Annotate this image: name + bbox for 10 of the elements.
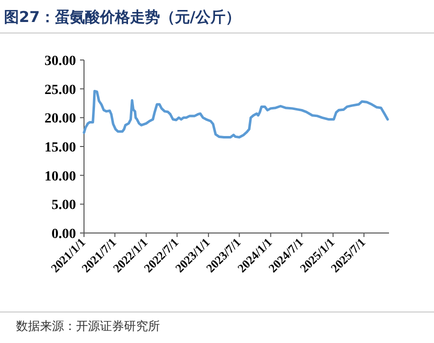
y-tick-label: 15.00	[44, 140, 76, 156]
y-tick-label: 25.00	[44, 82, 76, 98]
y-tick-label: 5.00	[52, 198, 76, 214]
chart-title: 图27：蛋氨酸价格走势（元/公斤）	[4, 8, 240, 26]
source-note: 数据来源：开源证券研究所	[16, 319, 160, 333]
y-tick-label: 20.00	[44, 112, 76, 127]
y-tick-label: 10.00	[44, 169, 76, 184]
y-tick-label: 0.00	[52, 227, 76, 242]
y-tick-label: 30.00	[44, 54, 76, 69]
line-series	[82, 90, 389, 139]
